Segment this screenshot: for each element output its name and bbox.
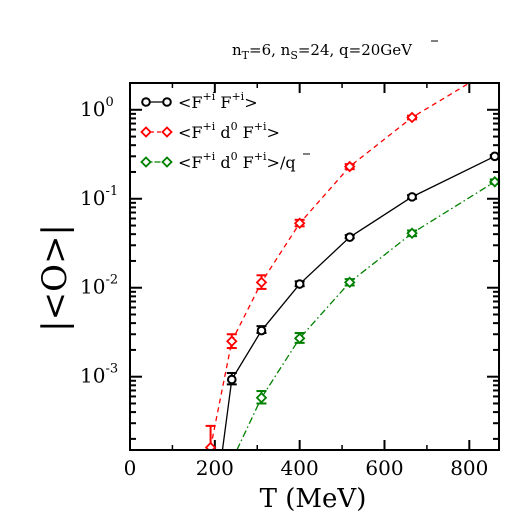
data-point (406, 111, 418, 124)
data-point (407, 192, 417, 202)
legend-marker-3b (161, 156, 173, 168)
legend-label-2: <F+i d0 F+i> (178, 120, 280, 142)
data-point (255, 276, 268, 289)
y-tick-labels: 10-3 10-2 10-1 100 (80, 95, 118, 388)
legend-marker-3a (140, 156, 152, 168)
data-point (226, 374, 237, 385)
legend-marker-1a (141, 97, 151, 107)
legend-marker-2b (161, 126, 173, 138)
data-point (344, 232, 355, 242)
legend-label-3: <F+i d0 F+i>/q (178, 150, 296, 172)
x-axis-label: T (MeV) (260, 484, 367, 514)
chart-title: nT=6, nS=24, q=20GeV (232, 41, 413, 62)
legend-marker-2a (140, 126, 152, 138)
x-tick-labels: 0 200 400 600 800 (124, 456, 489, 480)
x-tick-label: 800 (450, 456, 488, 480)
x-tick-label: 400 (281, 456, 319, 480)
data-point (343, 160, 356, 173)
legend-entry-2: <F+i d0 F+i> (140, 120, 280, 142)
data-point (293, 332, 306, 345)
y-tick-label: 10-2 (80, 273, 118, 299)
data-point (293, 217, 306, 230)
series-3 (236, 176, 499, 450)
data-point (204, 441, 217, 450)
series-1-line (221, 155, 496, 450)
y-tick-label: 100 (80, 95, 114, 121)
data-point (226, 335, 238, 348)
data-point (406, 227, 418, 239)
x-tick-label: 0 (124, 456, 137, 480)
data-point (294, 279, 305, 289)
x-tick-label: 600 (365, 456, 403, 480)
legend-marker-1b (162, 97, 172, 107)
y-tick-label: 10-1 (80, 184, 118, 210)
series-1 (221, 151, 499, 450)
data-point (343, 276, 356, 289)
x-tick-label: 200 (196, 456, 234, 480)
plot-frame (129, 82, 500, 451)
legend-entry-1: <F+i F+i> (141, 90, 258, 112)
y-tick-label: 10-3 (80, 362, 118, 388)
data-layer (204, 83, 499, 450)
series-2 (204, 83, 470, 450)
series-3-line (236, 181, 496, 450)
legend-entry-3: <F+i d0 F+i>/q (140, 150, 310, 172)
y-axis-label: |<O>| (35, 224, 75, 332)
legend: <F+i F+i> <F+i d0 F+i> <F+i d0 F+i>/q (140, 90, 310, 172)
data-point (256, 325, 267, 336)
data-point (255, 391, 268, 404)
data-point (489, 151, 499, 162)
data-point (488, 176, 499, 188)
legend-label-1: <F+i F+i> (178, 90, 258, 112)
